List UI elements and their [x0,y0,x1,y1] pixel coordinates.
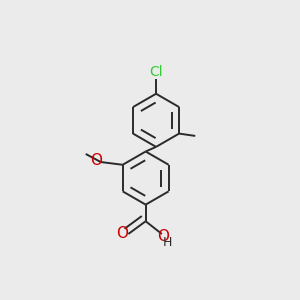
Text: H: H [163,236,172,249]
Text: O: O [116,226,128,242]
Text: O: O [157,229,169,244]
Text: Cl: Cl [149,65,163,79]
Text: O: O [91,153,103,168]
